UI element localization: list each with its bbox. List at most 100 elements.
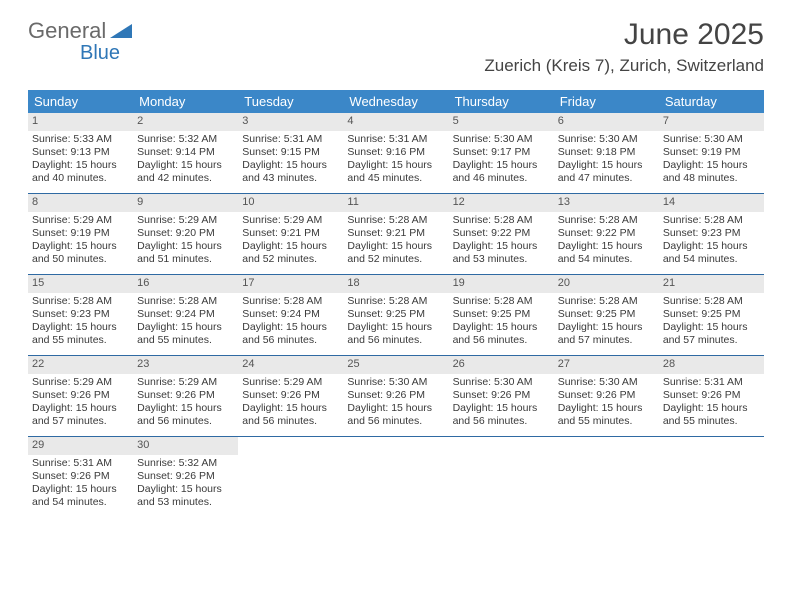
week-row: 8Sunrise: 5:29 AMSunset: 9:19 PMDaylight… (28, 194, 764, 275)
sunset-line: Sunset: 9:26 PM (663, 389, 760, 402)
daylight-line-1: Daylight: 15 hours (347, 321, 444, 334)
daylight-line-2: and 54 minutes. (663, 253, 760, 266)
day-content: Sunrise: 5:29 AMSunset: 9:26 PMDaylight:… (133, 376, 238, 433)
page-title: June 2025 (484, 18, 764, 52)
day-content: Sunrise: 5:29 AMSunset: 9:26 PMDaylight:… (238, 376, 343, 433)
day-cell: 30Sunrise: 5:32 AMSunset: 9:26 PMDayligh… (133, 437, 238, 517)
daylight-line-1: Daylight: 15 hours (453, 159, 550, 172)
title-block: June 2025 Zuerich (Kreis 7), Zurich, Swi… (484, 18, 764, 76)
daylight-line-1: Daylight: 15 hours (242, 402, 339, 415)
day-content: Sunrise: 5:28 AMSunset: 9:23 PMDaylight:… (28, 295, 133, 352)
daylight-line-1: Daylight: 15 hours (663, 321, 760, 334)
sunrise-line: Sunrise: 5:28 AM (347, 214, 444, 227)
daylight-line-1: Daylight: 15 hours (347, 159, 444, 172)
day-number: 12 (449, 194, 554, 212)
daylight-line-1: Daylight: 15 hours (663, 159, 760, 172)
daylight-line-2: and 57 minutes. (558, 334, 655, 347)
daylight-line-1: Daylight: 15 hours (32, 483, 129, 496)
day-content: Sunrise: 5:28 AMSunset: 9:24 PMDaylight:… (133, 295, 238, 352)
daylight-line-2: and 57 minutes. (32, 415, 129, 428)
daylight-line-2: and 56 minutes. (242, 334, 339, 347)
day-content: Sunrise: 5:28 AMSunset: 9:24 PMDaylight:… (238, 295, 343, 352)
daylight-line-1: Daylight: 15 hours (137, 402, 234, 415)
daylight-line-1: Daylight: 15 hours (137, 159, 234, 172)
day-cell: 13Sunrise: 5:28 AMSunset: 9:22 PMDayligh… (554, 194, 659, 274)
daylight-line-2: and 57 minutes. (663, 334, 760, 347)
location-text: Zuerich (Kreis 7), Zurich, Switzerland (484, 56, 764, 76)
sunset-line: Sunset: 9:22 PM (453, 227, 550, 240)
daylight-line-1: Daylight: 15 hours (137, 321, 234, 334)
day-content: Sunrise: 5:31 AMSunset: 9:16 PMDaylight:… (343, 133, 448, 190)
sunrise-line: Sunrise: 5:28 AM (137, 295, 234, 308)
logo-triangle-icon (110, 22, 134, 40)
day-content: Sunrise: 5:30 AMSunset: 9:26 PMDaylight:… (343, 376, 448, 433)
calendar: Sunday Monday Tuesday Wednesday Thursday… (28, 90, 764, 517)
daylight-line-1: Daylight: 15 hours (558, 240, 655, 253)
day-content: Sunrise: 5:29 AMSunset: 9:26 PMDaylight:… (28, 376, 133, 433)
daylight-line-1: Daylight: 15 hours (137, 240, 234, 253)
empty-cell (343, 437, 448, 517)
sunrise-line: Sunrise: 5:31 AM (32, 457, 129, 470)
sunrise-line: Sunrise: 5:30 AM (558, 376, 655, 389)
sunset-line: Sunset: 9:19 PM (663, 146, 760, 159)
dow-monday: Monday (133, 90, 238, 113)
day-content: Sunrise: 5:29 AMSunset: 9:19 PMDaylight:… (28, 214, 133, 271)
day-cell: 14Sunrise: 5:28 AMSunset: 9:23 PMDayligh… (659, 194, 764, 274)
daylight-line-1: Daylight: 15 hours (663, 240, 760, 253)
day-number: 6 (554, 113, 659, 131)
sunrise-line: Sunrise: 5:28 AM (242, 295, 339, 308)
day-number: 16 (133, 275, 238, 293)
week-row: 29Sunrise: 5:31 AMSunset: 9:26 PMDayligh… (28, 437, 764, 517)
day-number: 27 (554, 356, 659, 374)
day-number: 3 (238, 113, 343, 131)
sunset-line: Sunset: 9:18 PM (558, 146, 655, 159)
sunset-line: Sunset: 9:24 PM (137, 308, 234, 321)
sunset-line: Sunset: 9:25 PM (347, 308, 444, 321)
daylight-line-1: Daylight: 15 hours (558, 159, 655, 172)
daylight-line-1: Daylight: 15 hours (347, 240, 444, 253)
daylight-line-2: and 56 minutes. (453, 415, 550, 428)
daylight-line-1: Daylight: 15 hours (32, 159, 129, 172)
week-row: 22Sunrise: 5:29 AMSunset: 9:26 PMDayligh… (28, 356, 764, 437)
day-number: 20 (554, 275, 659, 293)
daylight-line-1: Daylight: 15 hours (558, 402, 655, 415)
daylight-line-1: Daylight: 15 hours (558, 321, 655, 334)
logo: General Blue (28, 18, 134, 44)
sunrise-line: Sunrise: 5:29 AM (242, 214, 339, 227)
dow-saturday: Saturday (659, 90, 764, 113)
daylight-line-2: and 47 minutes. (558, 172, 655, 185)
day-number: 5 (449, 113, 554, 131)
dow-wednesday: Wednesday (343, 90, 448, 113)
day-number: 8 (28, 194, 133, 212)
sunrise-line: Sunrise: 5:28 AM (453, 295, 550, 308)
sunrise-line: Sunrise: 5:32 AM (137, 133, 234, 146)
day-cell: 28Sunrise: 5:31 AMSunset: 9:26 PMDayligh… (659, 356, 764, 436)
empty-cell (659, 437, 764, 517)
day-cell: 20Sunrise: 5:28 AMSunset: 9:25 PMDayligh… (554, 275, 659, 355)
sunrise-line: Sunrise: 5:31 AM (242, 133, 339, 146)
daylight-line-1: Daylight: 15 hours (242, 240, 339, 253)
sunrise-line: Sunrise: 5:29 AM (32, 376, 129, 389)
day-cell: 10Sunrise: 5:29 AMSunset: 9:21 PMDayligh… (238, 194, 343, 274)
sunset-line: Sunset: 9:24 PM (242, 308, 339, 321)
daylight-line-2: and 53 minutes. (453, 253, 550, 266)
sunset-line: Sunset: 9:26 PM (242, 389, 339, 402)
day-number: 9 (133, 194, 238, 212)
empty-cell (238, 437, 343, 517)
day-content: Sunrise: 5:32 AMSunset: 9:26 PMDaylight:… (133, 457, 238, 514)
sunset-line: Sunset: 9:20 PM (137, 227, 234, 240)
logo-text-1: General (28, 18, 106, 44)
sunrise-line: Sunrise: 5:28 AM (663, 295, 760, 308)
day-content: Sunrise: 5:30 AMSunset: 9:17 PMDaylight:… (449, 133, 554, 190)
sunset-line: Sunset: 9:19 PM (32, 227, 129, 240)
day-content: Sunrise: 5:30 AMSunset: 9:19 PMDaylight:… (659, 133, 764, 190)
day-cell: 7Sunrise: 5:30 AMSunset: 9:19 PMDaylight… (659, 113, 764, 193)
day-content: Sunrise: 5:32 AMSunset: 9:14 PMDaylight:… (133, 133, 238, 190)
sunrise-line: Sunrise: 5:28 AM (663, 214, 760, 227)
daylight-line-2: and 55 minutes. (663, 415, 760, 428)
day-number: 25 (343, 356, 448, 374)
day-content: Sunrise: 5:29 AMSunset: 9:21 PMDaylight:… (238, 214, 343, 271)
sunset-line: Sunset: 9:16 PM (347, 146, 444, 159)
sunset-line: Sunset: 9:26 PM (137, 389, 234, 402)
daylight-line-2: and 45 minutes. (347, 172, 444, 185)
